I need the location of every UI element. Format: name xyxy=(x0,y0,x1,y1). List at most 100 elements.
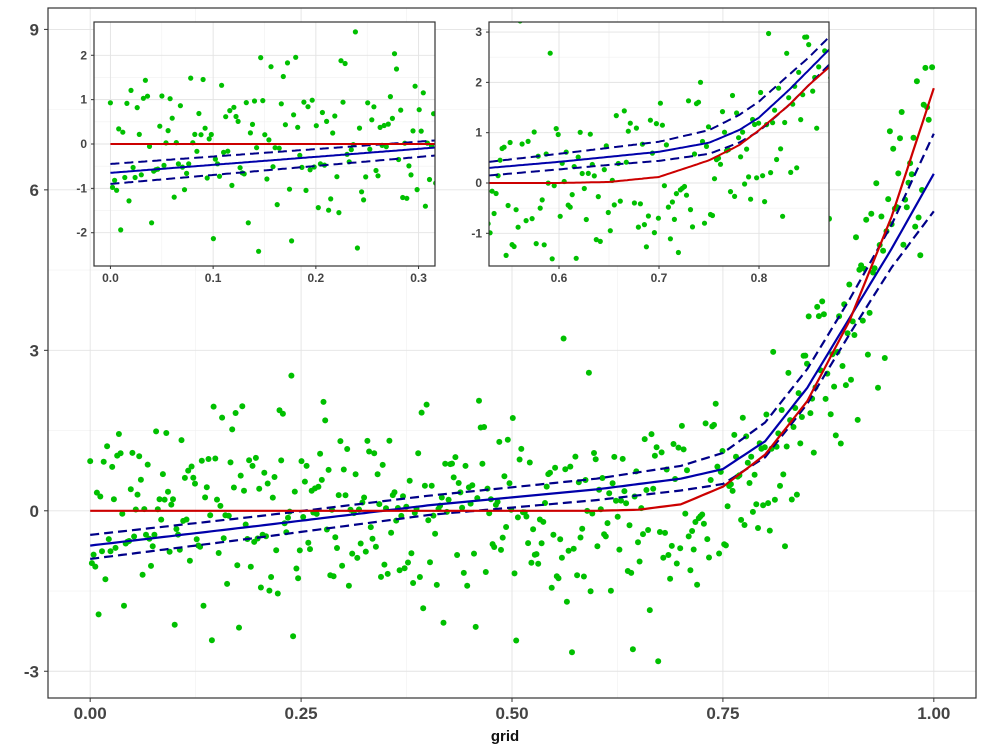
data-point xyxy=(295,124,301,130)
data-point xyxy=(233,113,239,120)
data-point xyxy=(363,174,369,180)
data-point xyxy=(388,529,395,536)
data-point xyxy=(366,448,373,455)
data-point xyxy=(391,51,398,57)
data-point xyxy=(305,539,312,546)
data-point xyxy=(570,545,577,552)
data-point xyxy=(374,471,381,478)
data-point xyxy=(783,443,790,450)
data-point xyxy=(438,494,445,501)
data-point xyxy=(335,492,342,499)
data-point xyxy=(471,550,477,557)
data-point xyxy=(140,95,146,101)
data-point xyxy=(535,560,542,567)
data-point xyxy=(186,161,192,167)
data-point xyxy=(751,471,758,478)
data-point xyxy=(112,177,118,183)
data-point xyxy=(198,457,205,464)
data-point xyxy=(214,496,220,503)
data-point xyxy=(134,491,141,498)
data-point xyxy=(332,534,339,541)
data-point xyxy=(587,588,594,595)
data-point xyxy=(903,204,910,211)
data-point xyxy=(729,487,736,494)
data-point xyxy=(694,581,701,588)
data-point xyxy=(260,98,266,104)
x-tick-label: 0.0 xyxy=(102,271,119,285)
data-point xyxy=(203,484,210,491)
data-point xyxy=(459,504,466,511)
data-point xyxy=(381,122,387,129)
data-point xyxy=(375,173,381,179)
data-point xyxy=(200,76,206,83)
data-point xyxy=(898,109,905,115)
data-point xyxy=(697,79,704,85)
data-point xyxy=(224,580,231,587)
data-point xyxy=(227,459,234,466)
data-point xyxy=(637,201,644,207)
data-point xyxy=(318,476,325,483)
data-point xyxy=(501,473,508,480)
data-point xyxy=(362,548,369,555)
data-point xyxy=(864,351,871,358)
data-point xyxy=(344,446,351,452)
data-point xyxy=(300,514,307,520)
data-point xyxy=(707,477,714,483)
data-point xyxy=(641,436,648,443)
data-point xyxy=(754,175,760,181)
data-point xyxy=(291,488,298,495)
data-point xyxy=(798,414,805,420)
data-point xyxy=(464,582,471,589)
data-point xyxy=(607,587,614,594)
data-point xyxy=(151,531,158,538)
data-point xyxy=(261,469,268,476)
x-tick-label: 0.6 xyxy=(551,271,568,285)
data-point xyxy=(572,453,579,460)
data-point xyxy=(124,100,130,106)
data-point xyxy=(433,581,440,588)
data-point xyxy=(212,455,219,462)
data-point xyxy=(802,352,809,359)
data-point xyxy=(689,528,696,534)
data-point xyxy=(597,238,603,244)
data-point xyxy=(514,514,521,521)
data-point xyxy=(671,216,678,222)
data-point xyxy=(165,128,171,134)
data-point xyxy=(716,550,723,557)
data-point xyxy=(387,94,393,100)
data-point xyxy=(371,450,378,457)
data-point xyxy=(555,131,561,138)
data-point xyxy=(144,461,151,468)
data-point xyxy=(389,115,395,121)
data-point xyxy=(264,480,271,487)
data-point xyxy=(472,623,479,630)
data-point xyxy=(741,522,748,528)
data-point xyxy=(832,432,839,439)
y-tick-label: -2 xyxy=(76,226,87,240)
data-point xyxy=(744,146,750,152)
data-point xyxy=(161,162,167,168)
data-point xyxy=(284,60,291,66)
x-tick-label: 0.7 xyxy=(651,271,668,285)
data-point xyxy=(563,598,570,605)
data-point xyxy=(795,390,802,397)
data-point xyxy=(790,424,797,430)
data-point xyxy=(309,97,315,103)
data-point xyxy=(721,129,728,135)
data-point xyxy=(579,525,586,532)
data-point xyxy=(703,143,710,149)
data-point xyxy=(511,243,517,250)
y-tick-label: 2 xyxy=(475,75,482,89)
data-point xyxy=(342,492,349,499)
true-curve-line xyxy=(90,87,935,512)
data-point xyxy=(416,107,422,113)
x-tick-label: 0.75 xyxy=(706,704,739,723)
true-curve-line xyxy=(489,66,829,184)
data-point xyxy=(895,170,902,177)
data-point xyxy=(591,173,597,179)
y-tick-label: 0 xyxy=(80,137,87,151)
data-point xyxy=(365,100,371,106)
data-point xyxy=(476,397,482,404)
data-point xyxy=(705,124,712,130)
data-point xyxy=(673,191,680,197)
